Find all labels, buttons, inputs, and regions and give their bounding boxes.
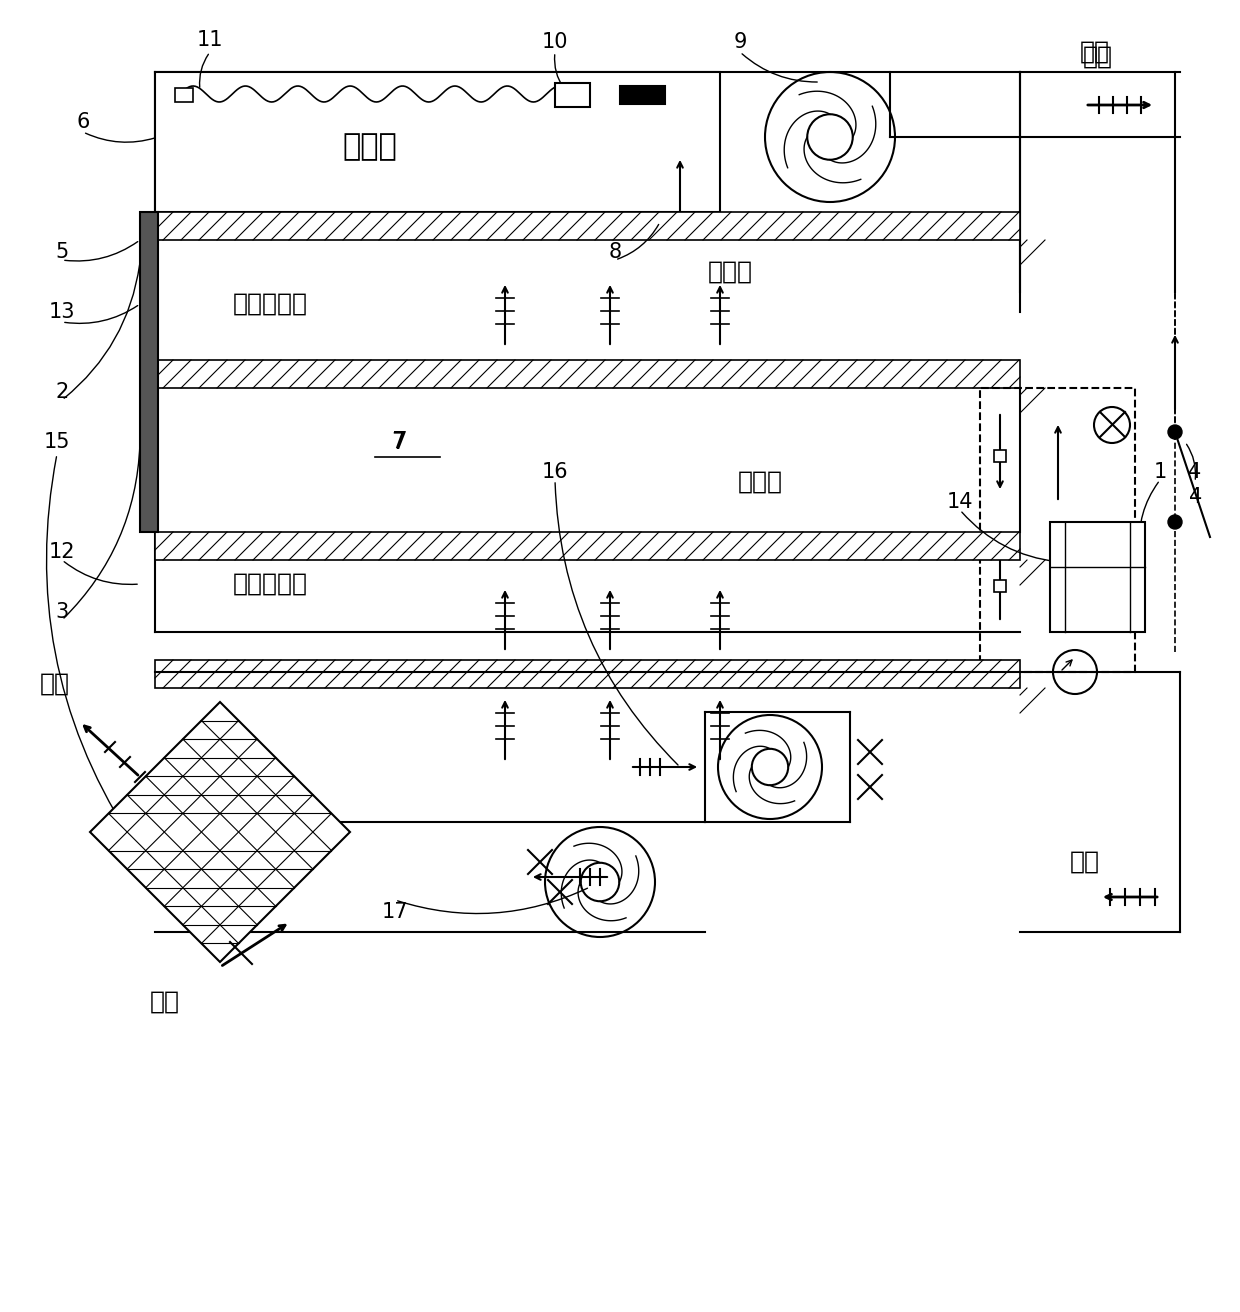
Text: 15: 15: [43, 432, 71, 453]
Text: 热管冷凝段: 热管冷凝段: [233, 293, 308, 316]
Text: 6: 6: [77, 112, 89, 133]
Bar: [155, 213, 1021, 240]
Text: 17: 17: [382, 903, 408, 922]
Bar: [155, 359, 1021, 388]
Text: 8: 8: [609, 241, 621, 262]
Text: 3: 3: [56, 602, 68, 622]
Bar: [980, 388, 1135, 672]
Text: 5: 5: [56, 241, 68, 262]
Text: 冷凝器: 冷凝器: [708, 260, 753, 283]
Bar: [175, 88, 193, 102]
Circle shape: [1168, 425, 1182, 440]
Text: 排风: 排风: [40, 672, 69, 695]
Bar: [1050, 522, 1145, 632]
Text: 11: 11: [197, 30, 223, 50]
Text: 2: 2: [56, 382, 68, 401]
Text: 7: 7: [392, 432, 404, 453]
Text: 14: 14: [947, 492, 973, 512]
Text: 10: 10: [542, 31, 568, 52]
Text: 7: 7: [392, 430, 408, 454]
Text: 1: 1: [1153, 462, 1167, 482]
Bar: [556, 83, 590, 108]
Circle shape: [1168, 516, 1182, 529]
Text: 13: 13: [48, 302, 76, 321]
Bar: [994, 580, 1006, 592]
Text: 电控箱: 电控箱: [342, 133, 397, 161]
Text: 4: 4: [1188, 462, 1202, 482]
Text: 热管蒸发段: 热管蒸发段: [233, 572, 308, 596]
Bar: [155, 531, 1021, 560]
Bar: [620, 87, 665, 104]
Text: 12: 12: [48, 542, 76, 562]
Text: 9: 9: [733, 31, 746, 52]
Text: 蒸发器: 蒸发器: [738, 470, 782, 495]
Text: 送风: 送风: [1083, 45, 1114, 70]
Bar: [155, 72, 720, 213]
Bar: [994, 450, 1006, 462]
Text: 送风: 送风: [1080, 39, 1110, 64]
Bar: [155, 660, 1021, 687]
Polygon shape: [91, 702, 350, 962]
Text: 新风: 新风: [150, 991, 180, 1014]
Bar: [140, 213, 157, 531]
Text: 4: 4: [1189, 487, 1203, 506]
Text: 回风: 回风: [1070, 850, 1100, 874]
Text: 16: 16: [542, 462, 568, 482]
